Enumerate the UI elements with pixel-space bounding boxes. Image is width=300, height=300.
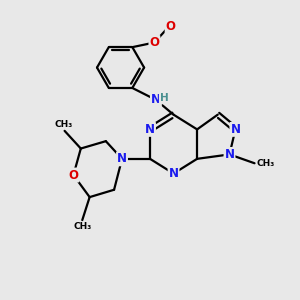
Text: CH₃: CH₃ bbox=[54, 120, 72, 129]
Text: N: N bbox=[117, 152, 127, 165]
Text: O: O bbox=[68, 169, 78, 182]
Text: CH₃: CH₃ bbox=[73, 221, 92, 230]
Text: N: N bbox=[169, 167, 178, 180]
Text: N: N bbox=[151, 93, 161, 106]
Text: N: N bbox=[230, 123, 240, 136]
Text: O: O bbox=[149, 36, 159, 49]
Text: O: O bbox=[166, 20, 176, 33]
Text: H: H bbox=[160, 93, 169, 103]
Text: N: N bbox=[145, 123, 155, 136]
Text: N: N bbox=[224, 148, 235, 161]
Text: CH₃: CH₃ bbox=[257, 159, 275, 168]
